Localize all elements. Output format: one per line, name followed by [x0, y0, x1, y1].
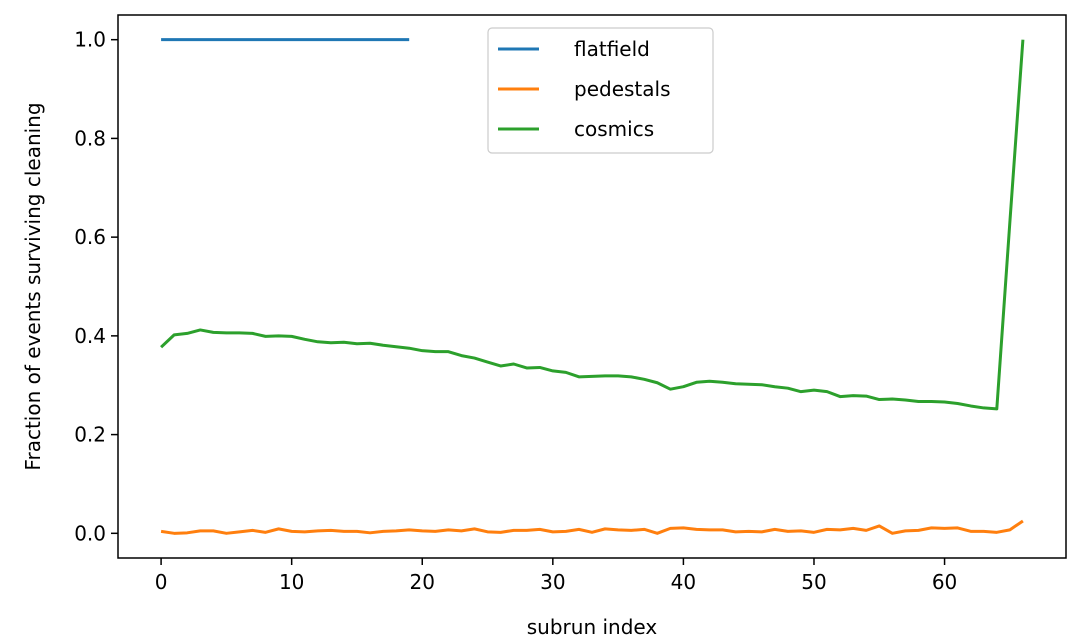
- y-tick-label: 0.6: [74, 225, 106, 249]
- x-tick-label: 30: [540, 570, 565, 594]
- series-line-cosmics: [160, 39, 1025, 411]
- x-axis: 0 10 20 30 40 50 60: [155, 558, 957, 594]
- x-tick-label: 50: [801, 570, 826, 594]
- y-tick-label: 1.0: [74, 28, 106, 52]
- y-tick-label: 0.8: [74, 126, 106, 150]
- legend-item-flatfield: flatfield: [498, 37, 650, 61]
- legend-item-cosmics: cosmics: [498, 117, 654, 141]
- y-tick-label: 0.2: [74, 423, 106, 447]
- plot-frame: [117, 14, 1067, 559]
- legend: flatfield pedestals cosmics: [487, 27, 714, 154]
- x-tick-label: 10: [279, 570, 304, 594]
- y-axis: 0.0 0.2 0.4 0.6 0.8 1.0: [74, 28, 118, 545]
- y-tick-label: 0.4: [74, 324, 106, 348]
- series-line-pedestals: [160, 519, 1024, 535]
- plot-series: [160, 38, 1025, 535]
- x-tick-label: 0: [155, 570, 168, 594]
- legend-label: flatfield: [574, 37, 650, 61]
- x-tick-label: 40: [671, 570, 696, 594]
- x-tick-label: 60: [932, 570, 957, 594]
- y-axis-label: Fraction of events surviving cleaning: [21, 102, 45, 470]
- legend-box: [487, 27, 714, 154]
- legend-label: pedestals: [574, 77, 671, 101]
- x-tick-label: 20: [410, 570, 435, 594]
- legend-label: cosmics: [574, 117, 654, 141]
- y-tick-label: 0.0: [74, 521, 106, 545]
- legend-item-pedestals: pedestals: [498, 77, 671, 101]
- x-axis-label: subrun index: [527, 615, 658, 639]
